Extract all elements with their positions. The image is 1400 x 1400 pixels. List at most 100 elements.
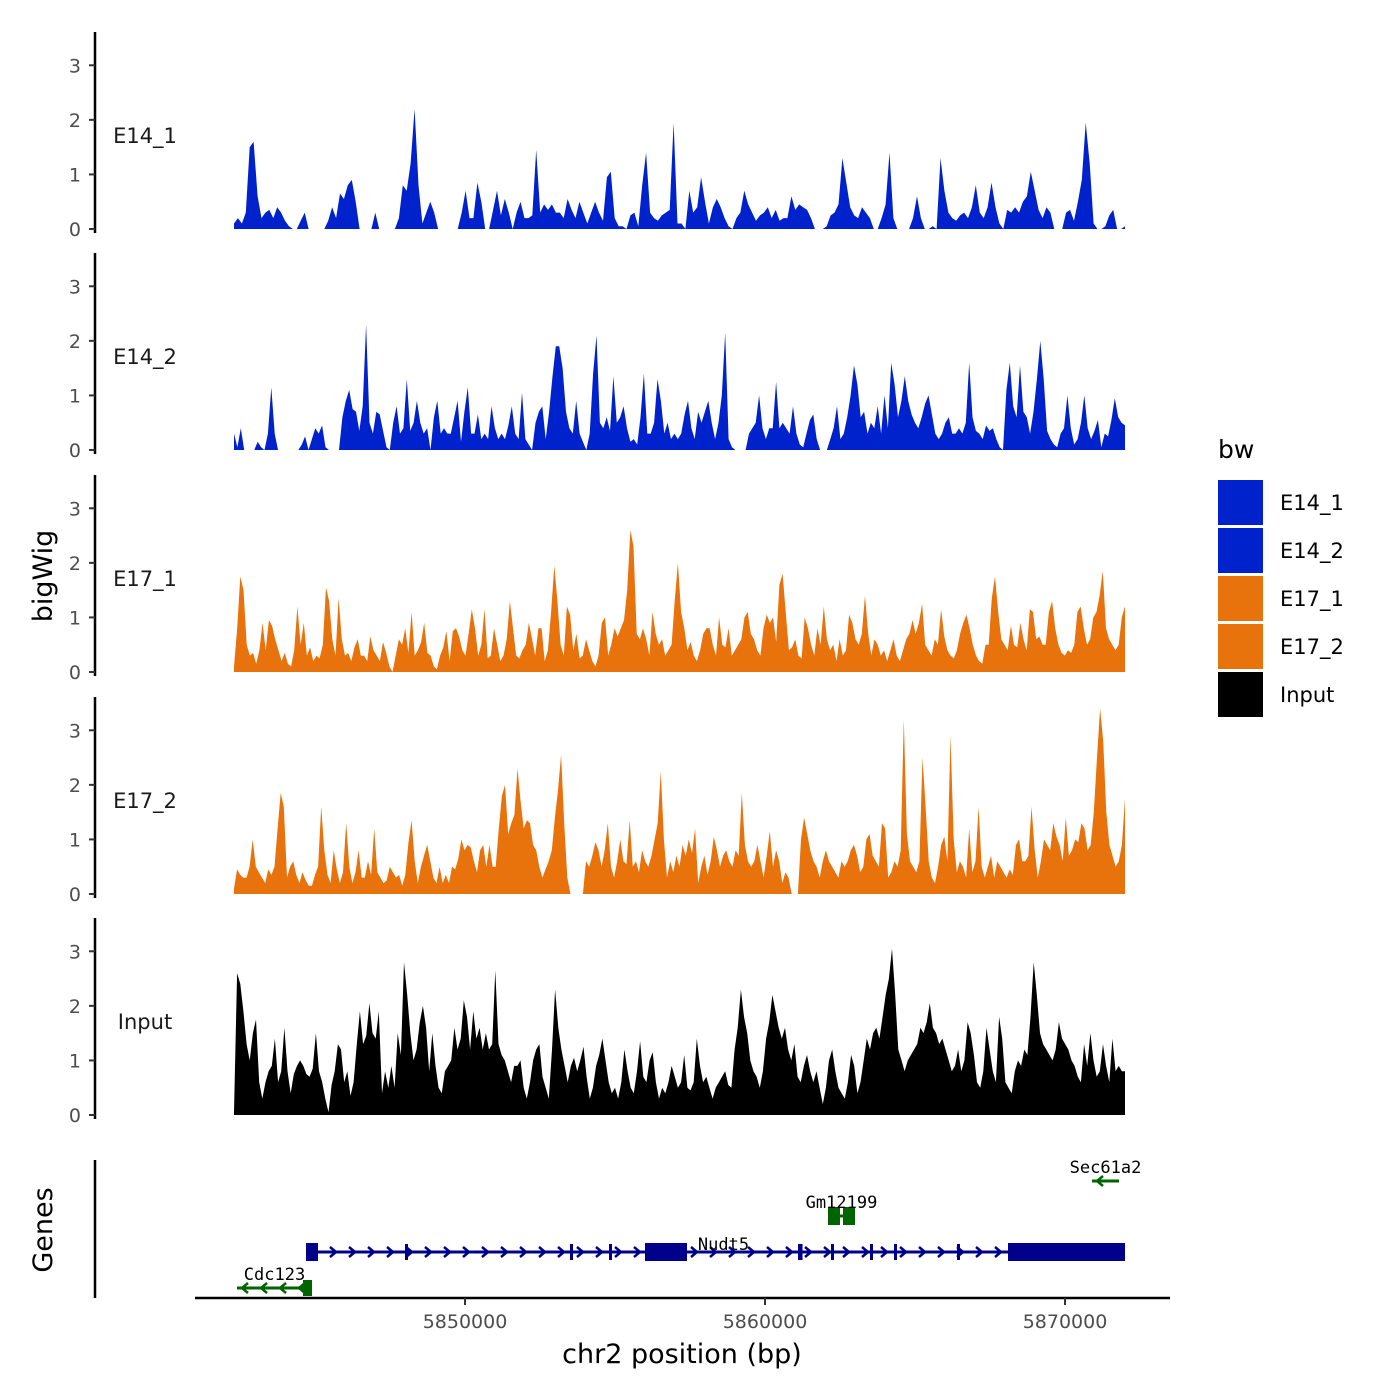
- legend-title: bw: [1218, 435, 1254, 464]
- legend-swatch-E17_1: [1218, 576, 1263, 621]
- coverage-area-E14_1: [234, 108, 1125, 229]
- y-tick-label: 2: [69, 110, 81, 132]
- gene-Cdc123: Cdc123: [237, 1265, 312, 1296]
- y-tick-label: 1: [69, 829, 81, 851]
- legend-label-E17_2: E17_2: [1280, 635, 1344, 660]
- y-tick-label: 3: [69, 276, 81, 298]
- strand-chevron: [367, 1246, 376, 1258]
- exon-block: [645, 1243, 687, 1261]
- track-label: E17_2: [113, 789, 177, 814]
- exon-block: [303, 1280, 312, 1296]
- y-tick-label: 0: [69, 440, 81, 462]
- coverage-area-E17_1: [234, 530, 1125, 672]
- track-E14_1: 0 1 2 3 E14_1: [69, 32, 1125, 241]
- track-label: Input: [118, 1010, 172, 1034]
- y-tick-label: 1: [69, 164, 81, 186]
- y-tick-label: 0: [69, 219, 81, 241]
- strand-chevron: [1095, 1175, 1104, 1187]
- strand-chevron: [278, 1282, 287, 1294]
- strand-chevron: [785, 1246, 794, 1258]
- legend-swatch-E14_2: [1218, 528, 1263, 573]
- strand-chevron: [443, 1246, 452, 1258]
- x-tick-label: 5850000: [423, 1311, 508, 1333]
- gene-label: Nudt5: [698, 1235, 749, 1255]
- track-label: E17_1: [113, 567, 177, 592]
- strand-chevron: [994, 1246, 1003, 1258]
- legend-label-Input: Input: [1280, 683, 1334, 707]
- track-E17_2: 0 1 2 3 E17_2: [69, 697, 1125, 906]
- track-label: E14_2: [113, 345, 177, 370]
- gene-Nudt5: Nudt5: [306, 1235, 1125, 1261]
- legend-label-E17_1: E17_1: [1280, 587, 1344, 612]
- exon-block: [1008, 1243, 1029, 1261]
- legend-label-E14_2: E14_2: [1280, 539, 1344, 564]
- exon-block: [306, 1243, 318, 1261]
- y-tick-label: 0: [69, 662, 81, 684]
- y-tick-label: 2: [69, 331, 81, 353]
- exon-block: [831, 1244, 834, 1260]
- exon-block: [894, 1244, 897, 1260]
- strand-chevron: [614, 1246, 623, 1258]
- legend-swatch-Input: [1218, 672, 1263, 717]
- y-tick-label: 2: [69, 775, 81, 797]
- coverage-area-Input: [234, 948, 1125, 1115]
- strand-chevron: [519, 1246, 528, 1258]
- y-axis-title: bigWig: [28, 530, 59, 623]
- track-E14_2: 0 1 2 3 E14_2: [69, 253, 1125, 462]
- strand-chevron: [918, 1246, 927, 1258]
- strand-chevron: [462, 1246, 471, 1258]
- y-tick-label: 0: [69, 884, 81, 906]
- exon-block: [1029, 1243, 1125, 1261]
- strand-chevron: [595, 1246, 604, 1258]
- legend-swatch-E14_1: [1218, 480, 1263, 525]
- strand-chevron: [348, 1246, 357, 1258]
- strand-chevron: [766, 1246, 775, 1258]
- y-tick-label: 3: [69, 941, 81, 963]
- x-axis-title: chr2 position (bp): [562, 1339, 802, 1370]
- strand-chevron: [259, 1282, 268, 1294]
- strand-chevron: [557, 1246, 566, 1258]
- strand-chevron: [861, 1246, 870, 1258]
- coverage-area-E17_2: [234, 708, 1125, 894]
- strand-chevron: [424, 1246, 433, 1258]
- strand-chevron: [576, 1246, 585, 1258]
- strand-chevron: [690, 1246, 699, 1258]
- coverage-tracks: 0 1 2 3 E14_1 0 1 2 3 E14_2 0 1 2 3 E17_1 0 1 2 3 E17_2 0 1 2 3…: [69, 32, 1125, 1127]
- strand-chevron: [538, 1246, 547, 1258]
- gene-label: Gm12199: [806, 1193, 878, 1213]
- y-tick-label: 2: [69, 996, 81, 1018]
- strand-chevron: [880, 1246, 889, 1258]
- y-tick-label: 1: [69, 1050, 81, 1072]
- strand-chevron: [823, 1246, 832, 1258]
- gene-label: Cdc123: [244, 1265, 305, 1285]
- strand-chevron: [386, 1246, 395, 1258]
- x-axis: 5850000 5860000 5870000: [195, 1296, 1170, 1333]
- legend-swatch-E17_2: [1218, 624, 1263, 669]
- y-tick-label: 2: [69, 553, 81, 575]
- genes-panel: Nudt5 Gm12199 Sec61a2 Cdc123: [93, 1158, 1142, 1298]
- y-tick-label: 3: [69, 498, 81, 520]
- strand-chevron: [728, 1246, 737, 1258]
- strand-chevron: [747, 1246, 756, 1258]
- legend-label-E14_1: E14_1: [1280, 491, 1344, 516]
- exon-block: [405, 1244, 408, 1260]
- strand-chevron: [975, 1246, 984, 1258]
- strand-chevron: [899, 1246, 908, 1258]
- exon-block: [828, 1207, 840, 1225]
- y-tick-label: 1: [69, 607, 81, 629]
- coverage-area-E14_2: [234, 324, 1125, 450]
- strand-chevron: [842, 1246, 851, 1258]
- strand-chevron: [481, 1246, 490, 1258]
- exon-block: [957, 1244, 960, 1260]
- y-tick-label: 3: [69, 55, 81, 77]
- exon-block: [843, 1207, 855, 1225]
- x-tick-label: 5860000: [723, 1311, 808, 1333]
- strand-chevron: [500, 1246, 509, 1258]
- track-label: E14_1: [113, 124, 177, 149]
- strand-chevron: [329, 1246, 338, 1258]
- strand-chevron: [709, 1246, 718, 1258]
- gene-label: Sec61a2: [1070, 1158, 1142, 1178]
- gene-Gm12199: Gm12199: [806, 1193, 878, 1225]
- track-E17_1: 0 1 2 3 E17_1: [69, 475, 1125, 684]
